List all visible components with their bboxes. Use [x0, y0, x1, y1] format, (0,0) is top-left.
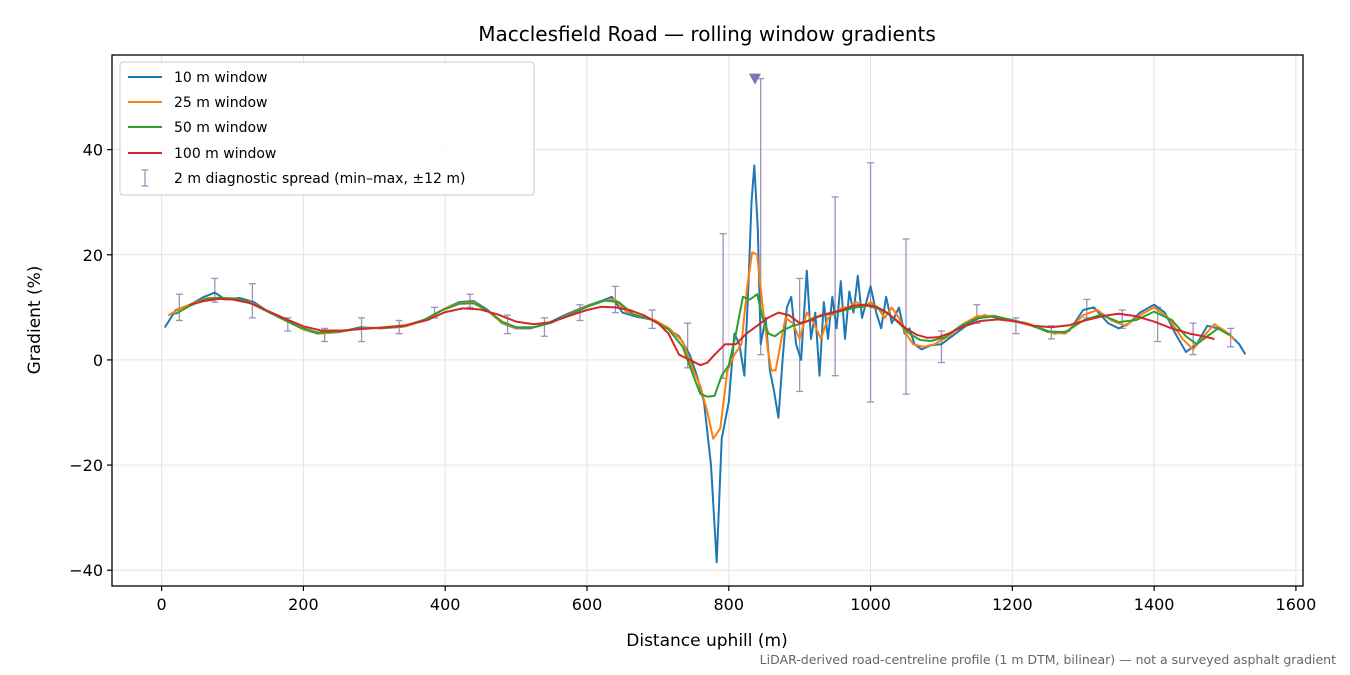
legend-label-1: 25 m window	[174, 95, 267, 111]
legend-box	[119, 61, 535, 196]
x-axis-ticks: 0 200 400 600 800 1000 1200 1400 1600	[157, 586, 1317, 614]
series-lines	[164, 164, 1246, 564]
y-tick-label-1: −20	[69, 456, 103, 475]
legend-label-3: 100 m window	[174, 146, 276, 162]
y-tick-label-0: −40	[69, 561, 103, 580]
legend-label-0: 10 m window	[174, 70, 267, 86]
x-tick-label-0: 0	[157, 595, 167, 614]
x-tick-label-8: 1600	[1276, 595, 1317, 614]
error-bar-19	[867, 162, 875, 403]
y-tick-label-3: 20	[83, 246, 103, 265]
legend: 10 m window 25 m window 50 m window 100 m w…	[119, 61, 535, 196]
error-bar-18	[831, 196, 839, 377]
x-tick-label-5: 1000	[850, 595, 891, 614]
legend-swatch-errorbar	[141, 169, 149, 187]
error-bar-20	[902, 238, 910, 395]
error-bar-10	[540, 317, 548, 337]
x-tick-label-1: 200	[288, 595, 319, 614]
legend-label-2: 50 m window	[174, 120, 267, 136]
plot-frame	[111, 54, 1304, 587]
chart-title: Macclesfield Road — rolling window gradi…	[478, 22, 936, 46]
error-bars	[175, 78, 1235, 403]
peak-marker-triangle	[748, 73, 761, 85]
x-tick-label-4: 800	[713, 595, 744, 614]
x-tick-label-6: 1200	[992, 595, 1033, 614]
error-bar-0	[175, 293, 183, 322]
x-tick-label-2: 400	[430, 595, 461, 614]
x-axis-label: Distance uphill (m)	[626, 631, 787, 651]
x-tick-label-3: 600	[572, 595, 603, 614]
x-tick-label-7: 1400	[1134, 595, 1175, 614]
peak-marker	[748, 73, 761, 85]
footnote: LiDAR-derived road-centreline profile (1…	[760, 652, 1336, 667]
y-tick-label-4: 40	[83, 141, 103, 160]
y-tick-label-2: 0	[93, 351, 103, 370]
y-axis-ticks: −40 −20 0 20 40	[69, 141, 112, 580]
series-line-3	[189, 297, 1215, 367]
y-axis-label: Gradient (%)	[25, 266, 45, 375]
legend-label-errorbar: 2 m diagnostic spread (min–max, ±12 m)	[174, 171, 465, 187]
error-bar-17	[796, 277, 804, 393]
